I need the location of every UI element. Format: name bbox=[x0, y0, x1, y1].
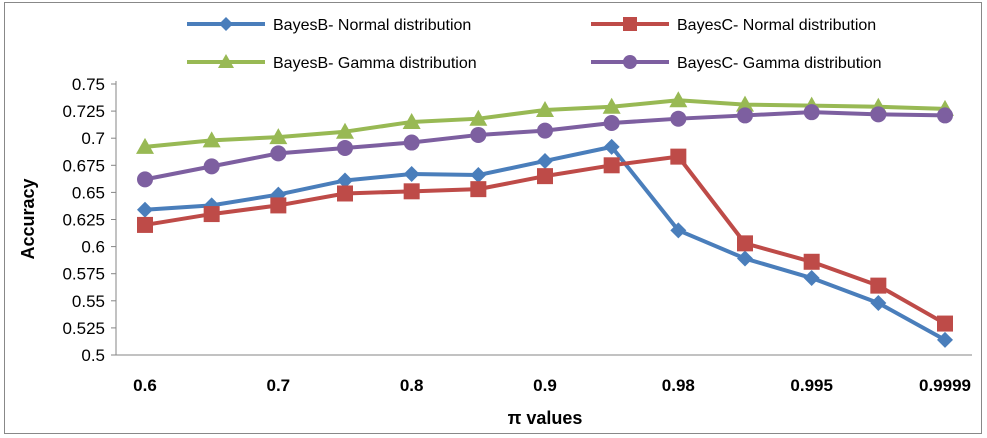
data-point bbox=[737, 107, 753, 124]
legend-marker bbox=[219, 17, 233, 31]
x-tick-label: 0.995 bbox=[790, 376, 833, 395]
x-tick-label: 0.9999 bbox=[919, 376, 971, 395]
y-tick-label: 0.575 bbox=[62, 265, 105, 284]
data-point bbox=[337, 172, 353, 189]
x-tick-label: 0.7 bbox=[267, 376, 291, 395]
x-tick-label: 0.9 bbox=[533, 376, 557, 395]
series-3 bbox=[136, 91, 954, 154]
legend-marker bbox=[623, 17, 637, 31]
data-point bbox=[870, 294, 887, 311]
data-point bbox=[937, 315, 953, 332]
legend-marker bbox=[218, 54, 234, 68]
y-tick-label: 0.675 bbox=[62, 156, 105, 175]
data-point bbox=[670, 148, 687, 165]
series-1 bbox=[137, 138, 953, 348]
data-point bbox=[537, 122, 553, 139]
data-point bbox=[203, 158, 220, 175]
legend-item: BayesC- Gamma distribution bbox=[591, 55, 882, 72]
data-point bbox=[269, 128, 288, 145]
data-point bbox=[537, 168, 553, 185]
data-point bbox=[937, 107, 953, 124]
data-point bbox=[937, 331, 953, 348]
data-point bbox=[670, 110, 687, 127]
data-point bbox=[403, 165, 420, 182]
data-point bbox=[137, 171, 153, 188]
data-point bbox=[202, 131, 221, 148]
legend-item: BayesC- Normal distribution bbox=[591, 17, 876, 34]
data-point bbox=[137, 201, 153, 218]
y-tick-label: 0.75 bbox=[72, 75, 105, 94]
data-point bbox=[537, 152, 553, 169]
data-point bbox=[403, 134, 420, 151]
x-tick-label: 0.6 bbox=[133, 376, 157, 395]
data-point bbox=[603, 115, 620, 132]
data-point bbox=[603, 138, 620, 155]
legend-label: BayesB- Gamma distribution bbox=[273, 55, 477, 72]
data-point bbox=[603, 157, 620, 174]
data-point bbox=[803, 270, 820, 287]
data-point bbox=[470, 181, 487, 198]
data-point bbox=[870, 106, 887, 123]
data-point bbox=[270, 145, 287, 162]
x-tick-label: 0.98 bbox=[662, 376, 695, 395]
x-axis-title: π values bbox=[508, 408, 583, 428]
y-tick-label: 0.6 bbox=[81, 238, 105, 257]
x-axis-ticks: 0.6 0.7 0.8 0.9 0.98 0.995 0.9999 bbox=[133, 376, 971, 395]
y-axis-ticks: 0.5 0.525 0.55 0.575 0.6 0.625 0.65 0.675 0.7 0.7… bbox=[62, 75, 116, 365]
data-point bbox=[736, 95, 754, 112]
legend-item: BayesB- Gamma distribution bbox=[187, 54, 477, 72]
y-tick-label: 0.525 bbox=[62, 319, 105, 338]
y-tick-label: 0.5 bbox=[81, 346, 105, 365]
data-point bbox=[669, 91, 688, 108]
y-tick-label: 0.65 bbox=[72, 183, 105, 202]
series-4 bbox=[137, 104, 953, 188]
series-group bbox=[136, 91, 954, 348]
legend-label: BayesC- Normal distribution bbox=[677, 17, 876, 34]
y-tick-label: 0.725 bbox=[62, 102, 105, 121]
data-point bbox=[136, 137, 154, 154]
legend-item: BayesB- Normal distribution bbox=[187, 17, 471, 34]
data-point bbox=[803, 253, 820, 270]
y-tick-label: 0.55 bbox=[72, 292, 105, 311]
data-point bbox=[137, 216, 153, 233]
data-point bbox=[670, 222, 687, 239]
legend-label: BayesB- Normal distribution bbox=[273, 17, 471, 34]
data-point bbox=[737, 235, 753, 252]
data-point bbox=[336, 122, 354, 139]
y-tick-label: 0.625 bbox=[62, 211, 105, 230]
data-point bbox=[803, 104, 820, 121]
data-point bbox=[470, 126, 487, 143]
chart-frame bbox=[4, 2, 982, 434]
data-point bbox=[403, 183, 420, 200]
data-point bbox=[470, 167, 487, 184]
legend: BayesB- Normal distribution BayesC- Norma… bbox=[187, 17, 882, 72]
legend-label: BayesC- Gamma distribution bbox=[677, 55, 882, 72]
data-point bbox=[337, 185, 353, 202]
data-point bbox=[337, 139, 353, 156]
data-point bbox=[203, 206, 220, 223]
data-point bbox=[402, 112, 421, 129]
data-point bbox=[270, 197, 287, 214]
legend-marker bbox=[623, 55, 637, 69]
data-point bbox=[602, 97, 621, 114]
series-2 bbox=[137, 148, 953, 332]
y-tick-label: 0.7 bbox=[81, 129, 105, 148]
data-point bbox=[536, 101, 554, 118]
data-point bbox=[737, 250, 753, 267]
x-tick-label: 0.8 bbox=[400, 376, 424, 395]
data-point bbox=[870, 277, 887, 294]
y-axis-title: Accuracy bbox=[18, 178, 38, 259]
data-point bbox=[469, 109, 488, 126]
